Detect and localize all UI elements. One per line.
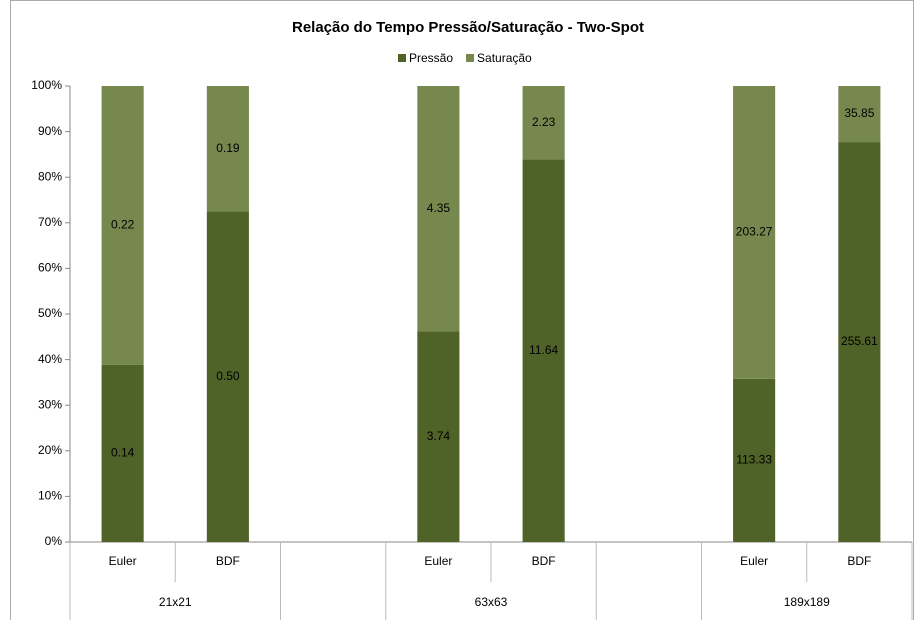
bar-segment (417, 86, 460, 332)
data-label: 4.35 (427, 201, 451, 215)
bar-segment (838, 142, 881, 542)
y-tick-label: 90% (38, 124, 62, 138)
data-label: 255.61 (841, 334, 878, 348)
data-label: 35.85 (844, 106, 874, 120)
x-tick-label: Euler (109, 554, 137, 568)
chart-border (10, 0, 914, 620)
data-label: 3.74 (427, 429, 451, 443)
bar-segment (206, 86, 249, 212)
legend-swatch (398, 54, 406, 62)
y-tick-label: 60% (38, 261, 62, 275)
bar-segment (733, 378, 776, 542)
y-tick-label: 0% (45, 534, 63, 548)
legend-swatch (466, 54, 475, 62)
x-tick-label: Euler (424, 554, 452, 568)
x-tick-label: BDF (847, 554, 871, 568)
bar-segment (101, 364, 144, 542)
y-tick-label: 100% (31, 78, 62, 92)
legend-label: Saturação (477, 51, 532, 65)
bar-segment (733, 86, 776, 379)
y-tick-label: 70% (38, 215, 62, 229)
y-tick-label: 20% (38, 443, 62, 457)
data-label: 203.27 (736, 225, 773, 239)
bar-segment (101, 86, 144, 365)
bar-segment (417, 331, 460, 542)
group-label: 63x63 (475, 595, 508, 609)
x-tick-label: Euler (740, 554, 768, 568)
y-tick-label: 40% (38, 352, 62, 366)
data-label: 11.64 (529, 343, 558, 357)
group-label: 21x21 (159, 595, 192, 609)
data-label: 0.22 (111, 218, 135, 232)
bar-segment (522, 86, 565, 160)
data-label: 0.50 (216, 369, 240, 383)
y-tick-label: 80% (38, 169, 62, 183)
x-tick-label: BDF (216, 554, 240, 568)
data-label: 0.19 (216, 141, 240, 155)
legend-label: Pressão (409, 51, 453, 65)
bar-segment (522, 159, 565, 542)
data-label: 2.23 (532, 115, 556, 129)
bar-segment (206, 211, 249, 542)
data-label: 0.14 (111, 446, 135, 460)
group-label: 189x189 (784, 595, 830, 609)
y-tick-label: 10% (38, 489, 62, 503)
data-label: 113.33 (736, 453, 772, 467)
y-tick-label: 30% (38, 397, 62, 411)
bar-segment (838, 86, 881, 143)
x-tick-label: BDF (532, 554, 556, 568)
y-tick-label: 50% (38, 306, 62, 320)
chart-title: Relação do Tempo Pressão/Saturação - Two… (292, 19, 644, 36)
